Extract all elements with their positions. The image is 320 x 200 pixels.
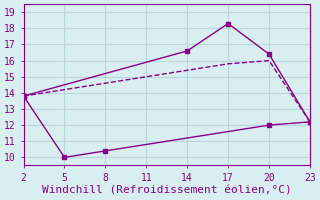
X-axis label: Windchill (Refroidissement éolien,°C): Windchill (Refroidissement éolien,°C) (42, 186, 292, 196)
